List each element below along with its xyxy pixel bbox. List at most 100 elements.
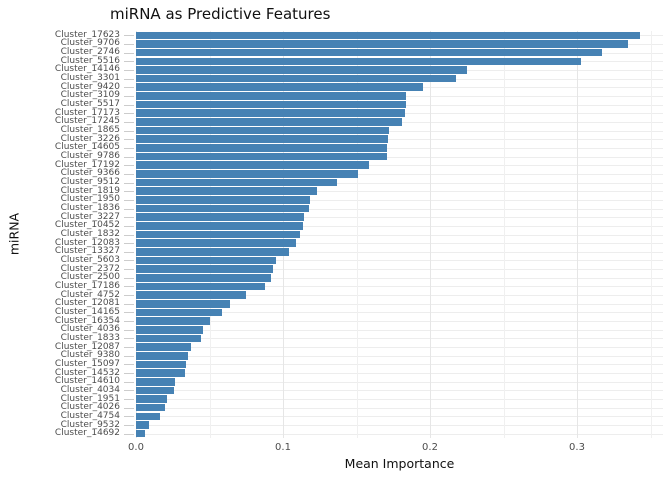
y-gridline <box>136 157 663 158</box>
y-tick-label: Cluster_9532 <box>60 419 120 430</box>
y-tick-label: Cluster_17192 <box>54 159 120 170</box>
bar <box>136 109 405 118</box>
bar <box>136 213 304 221</box>
bar <box>136 291 247 299</box>
bar <box>136 351 189 360</box>
y-tick-label: Cluster_14532 <box>54 367 120 378</box>
y-gridline <box>136 191 663 192</box>
bar <box>136 386 174 395</box>
y-tick-label: Cluster_3226 <box>60 133 120 144</box>
y-tick-mark <box>124 122 134 123</box>
y-tick-mark <box>124 174 134 175</box>
y-gridline <box>136 330 663 331</box>
y-tick-label: Cluster_14605 <box>54 142 120 153</box>
y-tick-mark <box>124 312 134 313</box>
y-gridline <box>136 260 663 261</box>
bar <box>136 161 369 170</box>
y-tick-mark <box>124 53 134 54</box>
y-tick-label: Cluster_17623 <box>54 29 120 40</box>
y-gridline <box>136 286 663 287</box>
y-gridline <box>136 382 663 383</box>
bar <box>136 403 165 412</box>
bar <box>136 369 185 377</box>
bar <box>136 343 192 351</box>
y-tick-mark <box>124 235 134 236</box>
x-minor-gridline <box>651 31 652 438</box>
y-tick-mark <box>124 356 134 357</box>
bar <box>136 118 403 126</box>
y-gridline <box>136 183 663 184</box>
y-tick-label: Cluster_5517 <box>60 99 120 110</box>
y-gridline <box>136 408 663 409</box>
y-tick-mark <box>124 286 134 287</box>
y-tick-label: Cluster_1832 <box>60 229 120 239</box>
bar <box>136 273 272 282</box>
x-major-gridline <box>430 31 431 438</box>
bar <box>136 92 407 100</box>
bar <box>136 48 602 57</box>
y-tick-label: Cluster_12081 <box>54 298 120 309</box>
y-gridline <box>136 356 663 357</box>
y-tick-mark <box>124 295 134 296</box>
bar <box>136 152 387 161</box>
y-gridline <box>136 434 663 435</box>
y-tick-mark <box>124 347 134 348</box>
y-tick-mark <box>124 105 134 106</box>
y-gridline <box>136 226 663 227</box>
y-axis-title: miRNA <box>6 212 22 256</box>
y-tick-mark <box>124 373 134 374</box>
bar <box>136 265 273 273</box>
y-tick-label: Cluster_9786 <box>60 151 120 162</box>
y-tick-label: Cluster_4752 <box>60 289 120 300</box>
y-tick-label: Cluster_15097 <box>54 358 120 369</box>
x-tick-label: 0.3 <box>569 442 585 453</box>
bar <box>136 299 231 308</box>
y-gridline <box>136 200 663 201</box>
y-tick-mark <box>124 44 134 45</box>
y-gridline <box>136 148 663 149</box>
y-tick-label: Cluster_9706 <box>60 38 120 49</box>
y-tick-label: Cluster_12083 <box>54 237 120 248</box>
y-gridline <box>136 364 663 365</box>
y-tick-mark <box>124 321 134 322</box>
bar <box>136 204 309 213</box>
y-tick-label: Cluster_4754 <box>60 410 120 421</box>
y-gridline <box>136 312 663 313</box>
bar <box>136 74 457 83</box>
y-tick-label: Cluster_17245 <box>54 116 120 127</box>
y-tick-label: Cluster_14610 <box>54 376 120 387</box>
y-tick-mark <box>124 87 134 88</box>
y-tick-mark <box>124 96 134 97</box>
y-tick-mark <box>124 408 134 409</box>
y-tick-label: Cluster_17186 <box>54 280 120 291</box>
x-tick-label: 0.2 <box>422 442 438 453</box>
y-tick-label: Cluster_10452 <box>54 220 120 231</box>
y-tick-mark <box>124 157 134 158</box>
y-tick-label: Cluster_1819 <box>60 185 120 196</box>
y-tick-label: Cluster_13327 <box>54 246 120 257</box>
y-tick-mark <box>124 165 134 166</box>
y-gridline <box>136 295 663 296</box>
bar <box>136 144 388 152</box>
y-tick-mark <box>124 200 134 201</box>
y-tick-label: Cluster_9420 <box>60 81 120 92</box>
y-gridline <box>136 399 663 400</box>
y-tick-label: Cluster_5603 <box>60 254 120 265</box>
y-tick-mark <box>124 113 134 114</box>
bar <box>136 135 389 144</box>
y-tick-label: Cluster_17173 <box>54 107 120 118</box>
y-tick-label: Cluster_3227 <box>60 211 120 222</box>
y-gridline <box>136 269 663 270</box>
x-axis-title: Mean Importance <box>344 456 455 471</box>
y-tick-label: Cluster_4036 <box>60 324 120 335</box>
bar <box>136 282 266 291</box>
y-tick-mark <box>124 61 134 62</box>
y-gridline <box>136 131 663 132</box>
y-gridline <box>136 139 663 140</box>
y-gridline <box>136 321 663 322</box>
y-tick-mark <box>124 416 134 417</box>
y-tick-label: Cluster_16354 <box>54 315 120 326</box>
y-gridline <box>136 165 663 166</box>
y-gridline <box>136 304 663 305</box>
